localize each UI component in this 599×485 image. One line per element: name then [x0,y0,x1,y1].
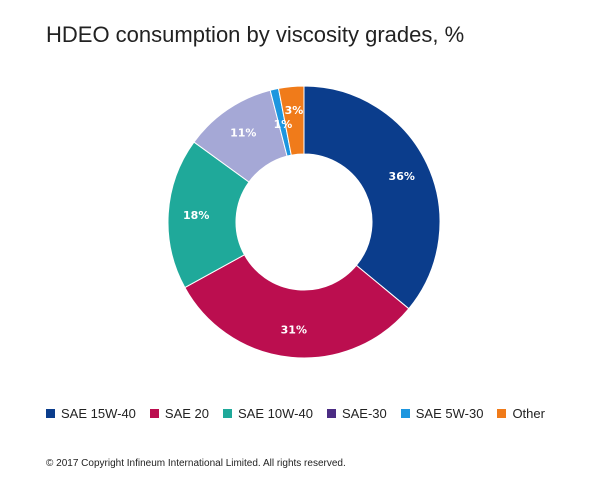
legend-label: Other [512,406,545,421]
donut-chart: 36% 31% 18% 11% 1%3% [167,85,441,359]
legend-label: SAE 20 [164,406,210,421]
legend-item-sae-5w-30: SAE 5W-30 [400,406,484,421]
slice-label-sae-5w-30: 1% [274,118,293,131]
slice-label-sae-20: 31% [281,324,307,337]
legend: SAE 15W-40 SAE 20 SAE 10W-40 SAE-30 SAE 5W-3… [46,406,559,421]
legend-label: SAE-30 [341,406,387,421]
legend-swatch [497,409,507,418]
legend-label: SAE 5W-30 [415,406,484,421]
legend-swatch [149,409,159,418]
legend-swatch [400,409,410,418]
legend-item-sae-10w-40: SAE 10W-40 [223,406,313,421]
legend-label: SAE 10W-40 [238,406,313,421]
legend-item-sae-15w-40: SAE 15W-40 [46,406,136,421]
chart-title: HDEO consumption by viscosity grades, % [46,22,465,47]
legend-swatch [326,409,336,418]
donut-labels: 36% 31% 18% 11% 1%3% [183,104,415,337]
slice-label-sae-15w-40: 36% [389,170,415,183]
slice-label-other: 3% [285,104,304,117]
legend-swatch [46,409,55,418]
legend-item-other: Other [497,406,545,421]
slice-label-sae-10w-40: 18% [183,209,209,222]
slice-sae-15w-40 [303,85,441,310]
legend-label: SAE 15W-40 [61,406,136,421]
legend-item-sae-30: SAE-30 [326,406,387,421]
copyright-notice: © 2017 Copyright Infineum International … [46,458,346,469]
donut-slices [167,85,441,359]
slice-sae-20 [184,254,410,359]
legend-swatch [223,409,233,418]
slice-other [277,85,305,156]
legend-item-sae-20: SAE 20 [149,406,210,421]
slice-label-extra-slice-0: 11% [230,127,256,140]
